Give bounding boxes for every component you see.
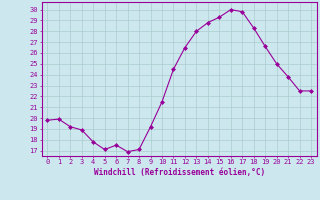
X-axis label: Windchill (Refroidissement éolien,°C): Windchill (Refroidissement éolien,°C)	[94, 168, 265, 177]
